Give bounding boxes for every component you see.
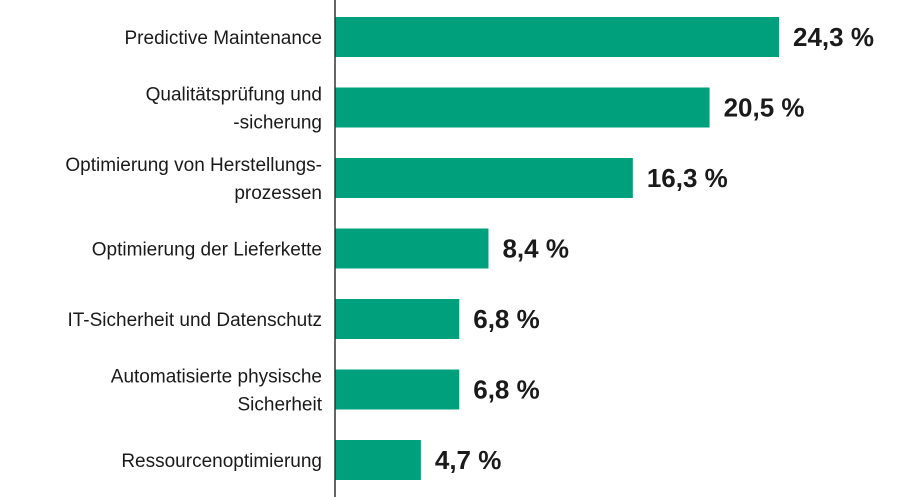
category-label-5-line-0: Automatisierte physische — [111, 367, 322, 388]
bar-4 — [335, 299, 460, 339]
bar-2 — [335, 158, 633, 198]
category-label-6: Ressourcenoptimierung — [121, 451, 322, 472]
value-label-6: 4,7 % — [435, 445, 502, 475]
value-label-4: 6,8 % — [473, 304, 540, 334]
category-label-6-line-0: Ressourcenoptimierung — [121, 451, 322, 472]
category-labels-group: Predictive Maintenance Qualitätsprüfung u… — [65, 28, 322, 472]
bar-1 — [335, 87, 710, 128]
bars-group — [335, 17, 779, 480]
category-label-0: Predictive Maintenance — [125, 28, 323, 49]
category-label-1-line-1: -sicherung — [233, 113, 322, 134]
category-label-4-line-0: IT-Sicherheit und Datenschutz — [67, 310, 322, 331]
category-label-5-line-1: Sicherheit — [238, 395, 323, 416]
category-label-1: Qualitätsprüfung und -sicherung — [146, 85, 322, 134]
bar-5 — [335, 369, 460, 410]
category-label-0-line-0: Predictive Maintenance — [125, 28, 323, 49]
bar-0 — [335, 17, 779, 57]
category-label-2-line-1: prozessen — [234, 183, 322, 204]
value-label-3: 8,4 % — [502, 234, 568, 264]
value-label-5: 6,8 % — [473, 375, 540, 405]
category-label-4: IT-Sicherheit und Datenschutz — [67, 310, 322, 331]
value-label-2: 16,3 % — [647, 163, 728, 193]
value-label-1: 20,5 % — [724, 93, 805, 123]
category-label-1-line-0: Qualitätsprüfung und — [146, 85, 322, 106]
value-labels-group: 24,3 % 20,5 % 16,3 % 8,4 % 6,8 % 6,8 % 4,7 % — [435, 22, 874, 475]
category-label-3: Optimierung der Lieferkette — [92, 240, 322, 261]
category-label-5: Automatisierte physische Sicherheit — [111, 367, 323, 416]
bar-6 — [335, 440, 421, 480]
category-label-2: Optimierung von Herstellungs-prozessen — [65, 155, 322, 204]
bar-3 — [335, 228, 489, 269]
category-label-3-line-0: Optimierung der Lieferkette — [92, 240, 322, 261]
category-label-2-line-0: Optimierung von Herstellungs- — [65, 155, 322, 176]
value-label-0: 24,3 % — [793, 22, 874, 52]
